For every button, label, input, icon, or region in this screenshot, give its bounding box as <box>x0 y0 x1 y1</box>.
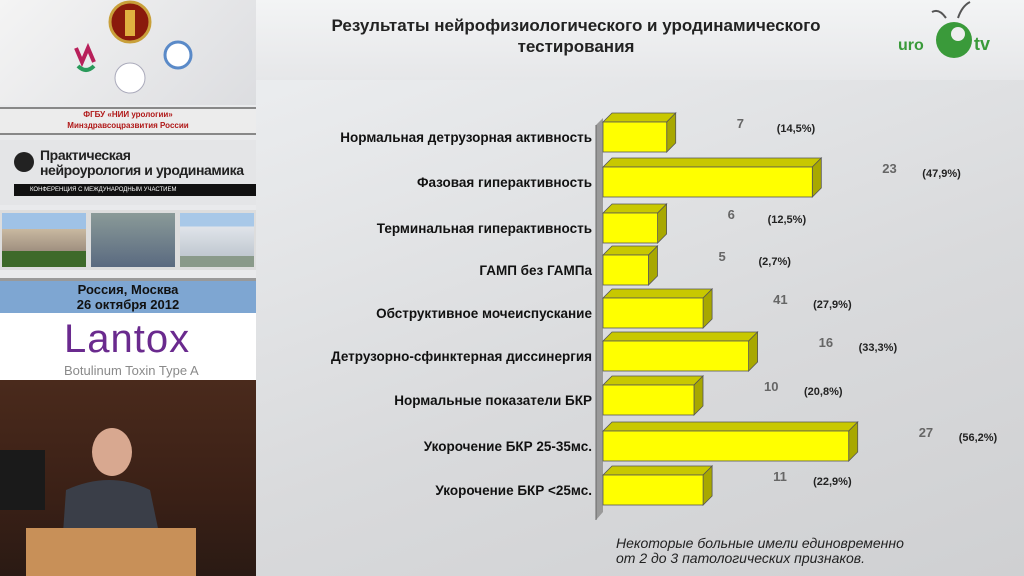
bar-top <box>602 465 714 476</box>
slide-note: Некоторые больные имели единовременно от… <box>616 536 904 566</box>
category-label: Нормальные показатели БКР <box>394 393 592 408</box>
percent-label: (22,9%) <box>813 476 852 488</box>
value-label: 23 <box>882 161 896 176</box>
conference-banner: Практическая нейроурология и уродинамика… <box>0 140 256 205</box>
percent-label: (56,2%) <box>959 432 998 444</box>
presentation-slide: Результаты нейрофизиологического и уроди… <box>256 0 1024 576</box>
bar <box>602 254 649 286</box>
bar <box>602 384 695 416</box>
speaker-video[interactable] <box>0 380 256 576</box>
title-line: Результаты нейрофизиологического и уроди… <box>331 16 821 35</box>
bar <box>602 430 850 462</box>
conference-sidebar: ФГБУ «НИИ урологии» Минздравсоцразвития … <box>0 0 256 576</box>
sponsor-subtitle: Botulinum Toxin Type A <box>64 363 199 378</box>
sponsor-name: Lantox <box>64 317 191 361</box>
bar <box>602 474 704 506</box>
bar-top <box>602 203 668 214</box>
bar <box>602 340 750 372</box>
category-label: Терминальная гиперактивность <box>376 221 592 236</box>
bar-top <box>602 421 859 432</box>
organizer-name: ФГБУ «НИИ урологии» Минздравсоцразвития … <box>0 107 256 135</box>
bar-top <box>602 331 759 342</box>
percent-label: (2,7%) <box>759 256 792 268</box>
percent-label: (20,8%) <box>804 386 843 398</box>
clinic-building-photo <box>180 213 254 267</box>
conference-logo-icon <box>14 152 34 172</box>
sponsor-logo: Lantox Botulinum Toxin Type A <box>0 313 256 380</box>
value-label: 10 <box>764 379 778 394</box>
value-label: 27 <box>919 425 933 440</box>
logo-text: uro <box>898 37 924 54</box>
bar <box>602 212 658 244</box>
building-photo <box>2 213 86 267</box>
conference-subtitle: КОНФЕРЕНЦИЯ С МЕЖДУНАРОДНЫМ УЧАСТИЕМ <box>14 184 256 196</box>
speaker-head <box>92 428 132 476</box>
organizer-logos <box>0 0 256 105</box>
value-label: 16 <box>819 335 833 350</box>
bar <box>602 297 704 329</box>
m-logo <box>74 42 96 68</box>
org-line: ФГБУ «НИИ урологии» <box>83 110 173 119</box>
title-band <box>256 0 1024 80</box>
bar-top <box>602 112 677 123</box>
bar-top <box>602 375 704 386</box>
urotv-logo: uro tv <box>898 1 990 58</box>
logo-text: tv <box>974 34 990 54</box>
category-label: Укорочение БКР 25-35мс. <box>423 439 592 454</box>
moo-sbt-logo <box>163 40 193 70</box>
title-line: тестирования <box>517 37 635 56</box>
org-line: Минздравсоцразвития России <box>67 121 189 130</box>
bar-top <box>602 157 823 168</box>
event-place: Россия, Москва <box>77 282 179 297</box>
bar-top <box>602 288 714 299</box>
category-label: Обструктивное мочеиспускание <box>376 306 592 321</box>
bar <box>602 121 668 153</box>
mgmsu-logo <box>114 62 146 94</box>
percent-label: (47,9%) <box>922 168 961 180</box>
percent-label: (33,3%) <box>859 342 898 354</box>
category-label: Детрузорно-сфинктерная диссинергия <box>331 349 592 364</box>
event-date: 26 октября 2012 <box>76 297 180 312</box>
percent-label: (12,5%) <box>768 214 807 226</box>
category-label: Фазовая гиперактивность <box>416 175 592 190</box>
value-label: 5 <box>719 249 726 264</box>
surgery-photo <box>91 213 175 267</box>
value-label: 41 <box>773 292 787 307</box>
value-label: 7 <box>737 116 744 131</box>
percent-label: (14,5%) <box>777 123 816 135</box>
category-label: Нормальная детрузорная активность <box>340 130 592 145</box>
category-label: Укорочение БКР <25мс. <box>435 483 592 498</box>
axis-wall <box>596 118 603 520</box>
conference-title-line: нейроурология и уродинамика <box>40 162 244 178</box>
value-label: 6 <box>728 207 735 222</box>
monitor <box>0 450 45 510</box>
note-line: от 2 до 3 патологических признаков. <box>616 550 865 566</box>
conference-title-line: Практическая <box>40 147 131 163</box>
category-label: ГАМП без ГАМПа <box>479 263 592 278</box>
percent-label: (27,9%) <box>813 299 852 311</box>
bar <box>602 166 813 198</box>
slide-title: Результаты нейрофизиологического и уроди… <box>276 15 876 57</box>
conference-title: Практическая нейроурология и уродинамика <box>40 148 244 178</box>
photo-strip <box>0 210 256 270</box>
bar-chart: 7 (14,5%) 23 (47,9%) 6 (12,5%) 5 (2,7%) 41 (27,9%… <box>595 112 998 520</box>
note-line: Некоторые больные имели единовременно <box>616 535 904 551</box>
podium <box>26 528 196 576</box>
value-label: 11 <box>773 469 787 484</box>
event-place-date: Россия, Москва 26 октября 2012 <box>0 278 256 313</box>
